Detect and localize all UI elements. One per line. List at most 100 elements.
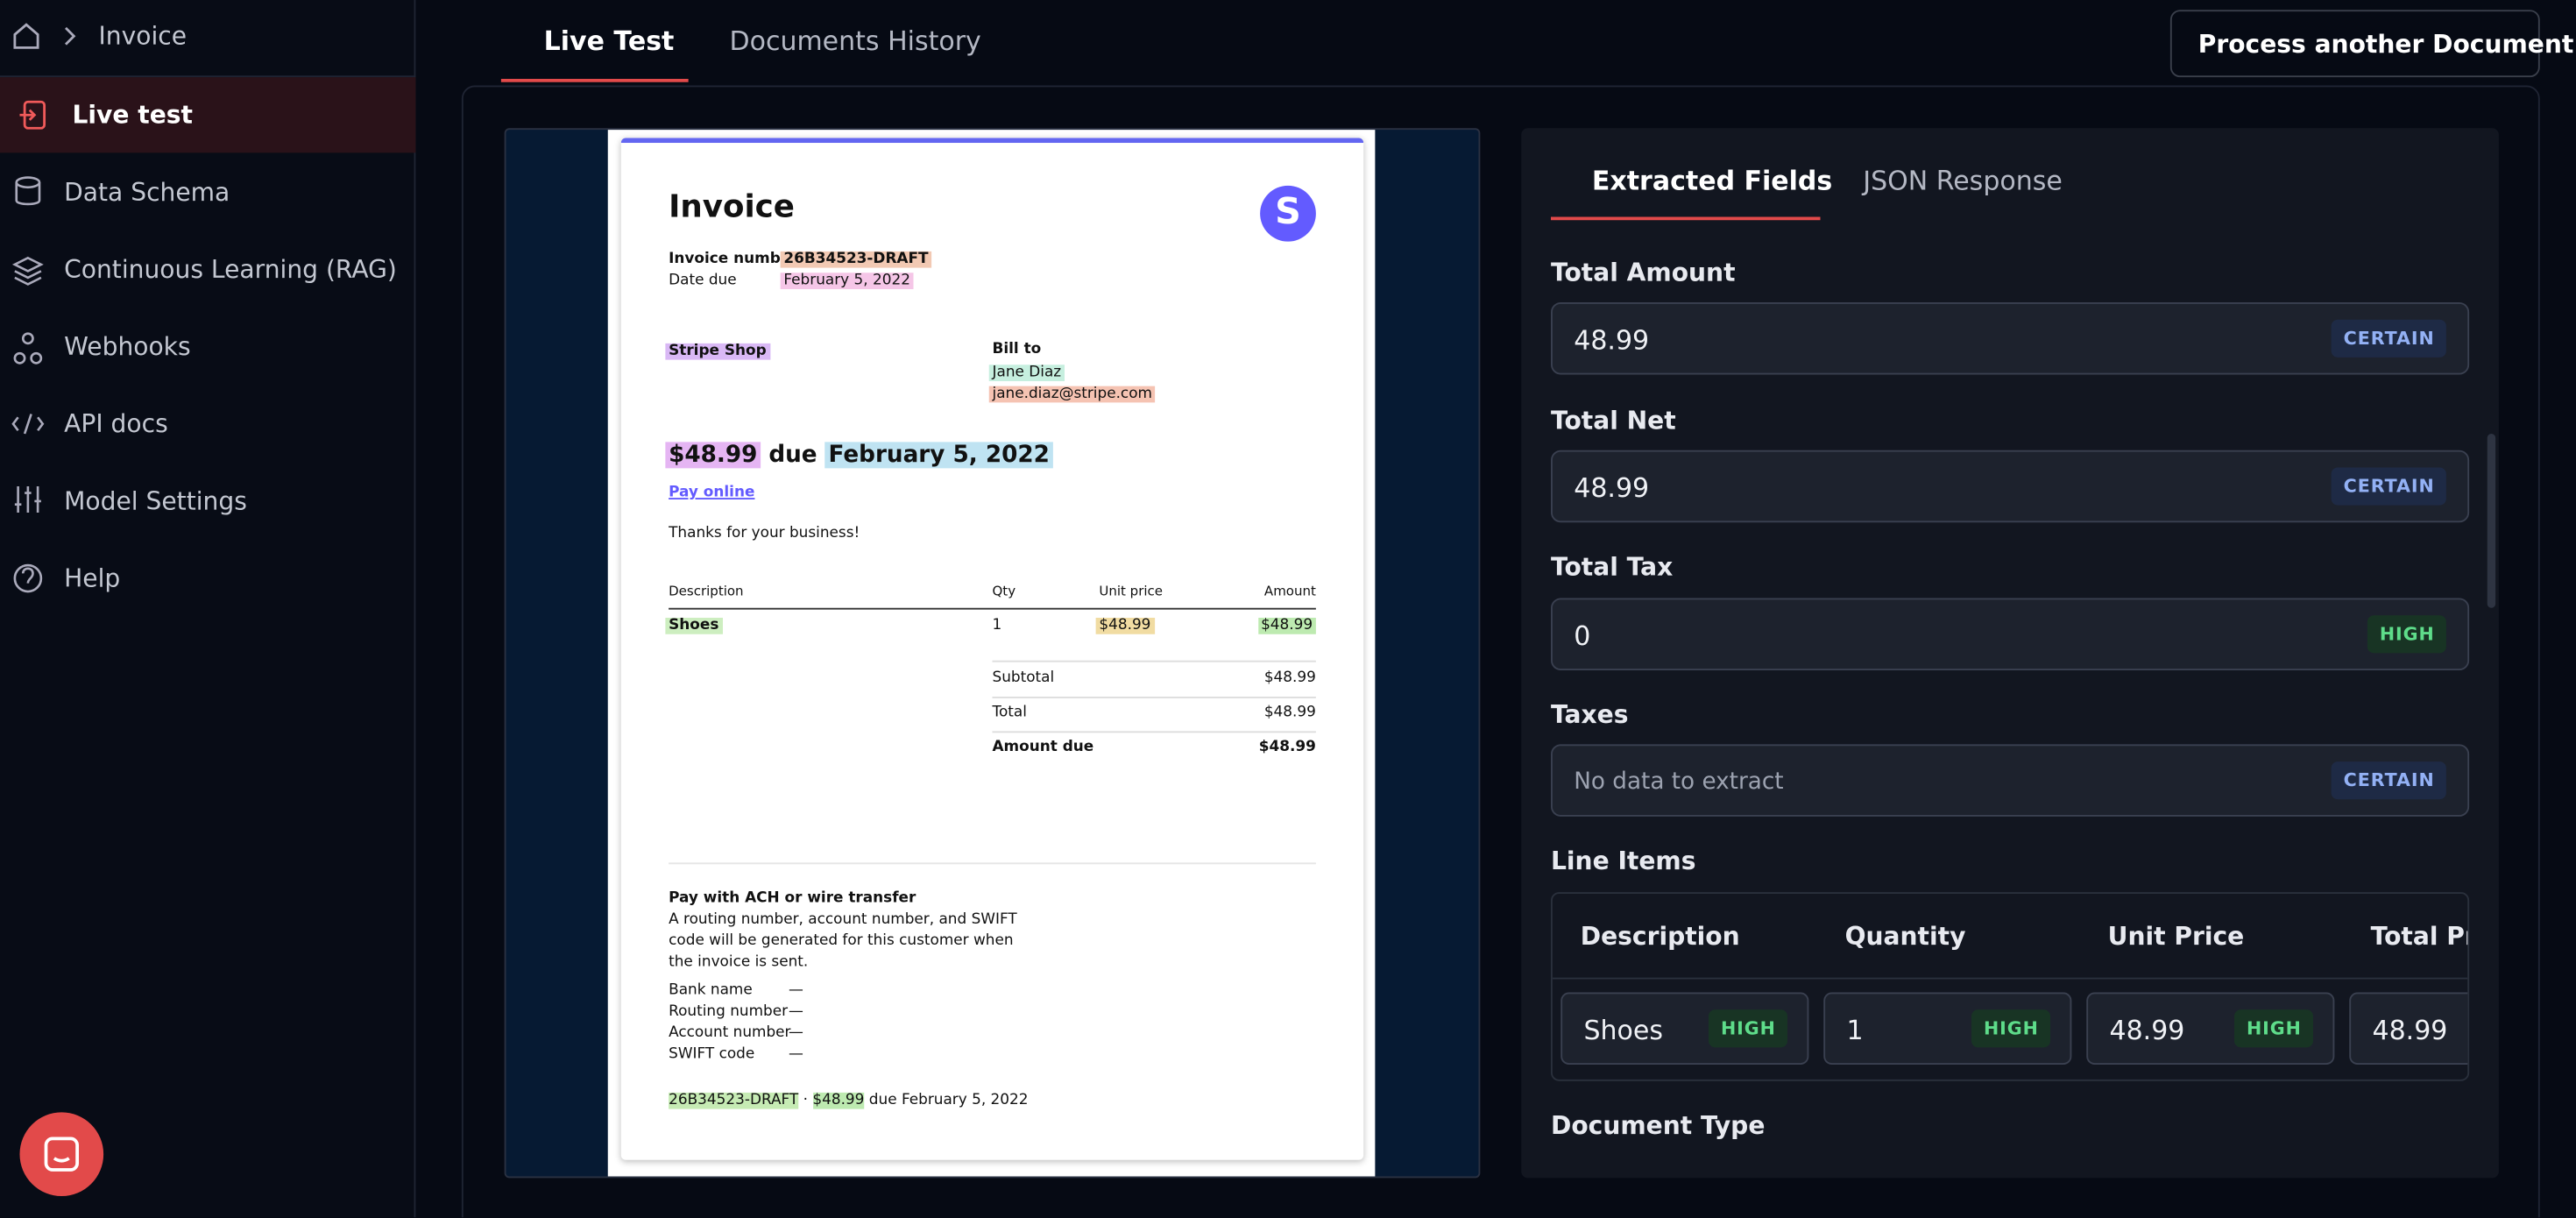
divider (0, 75, 416, 78)
doc-text: — (789, 1003, 803, 1021)
doc-highlight: $48.99 (1095, 618, 1155, 634)
nav-item[interactable]: Live test (72, 100, 193, 131)
doc-highlight: Jane Diaz (988, 365, 1065, 381)
confidence-badge: CERTAIN (2332, 467, 2446, 506)
doc-rule (992, 731, 1316, 733)
cell-value: Shoes (1583, 1014, 1663, 1046)
field-label: Document Type (1551, 1110, 1766, 1141)
doc-td: Subtotal (992, 670, 1055, 687)
doc-highlight: Stripe Shop (665, 343, 770, 360)
nav-item[interactable]: API docs (64, 408, 168, 439)
column-header: Total Price (2370, 921, 2468, 952)
field-box[interactable]: 48.99 CERTAIN (1551, 302, 2470, 375)
confidence-badge: CERTAIN (2332, 319, 2446, 358)
doc-label: Bill to (992, 342, 1042, 358)
panel-tab[interactable]: Extracted Fields (1591, 165, 1833, 197)
nav-item[interactable]: Model Settings (64, 486, 247, 516)
nav-active-bg (0, 77, 416, 153)
content (461, 85, 2540, 1218)
doc-rule (669, 862, 1316, 865)
nav-item[interactable]: Continuous Learning (RAG) (64, 254, 397, 285)
doc-highlight: $48.99 (812, 1092, 865, 1109)
doc-link[interactable]: Pay online (669, 485, 755, 501)
doc-text: due February 5, 2022 (864, 1092, 1029, 1109)
scrollbar[interactable] (2487, 434, 2496, 608)
doc-th: Description (669, 584, 744, 599)
nav-icon (19, 100, 46, 130)
cell[interactable]: 48.99 (2349, 992, 2468, 1065)
doc-td: $48.99 (1258, 739, 1316, 756)
field-value: 48.99 (1574, 324, 1650, 356)
doc-th: Amount (1263, 584, 1316, 599)
doc-highlight: 26B34523-DRAFT (780, 251, 932, 268)
doc-td: $48.99 (1263, 705, 1316, 722)
field-box[interactable]: 0 HIGH (1551, 598, 2470, 670)
tab[interactable]: Documents History (729, 25, 981, 57)
doc-highlight: $48.99 (665, 442, 761, 469)
doc-text: — (789, 982, 803, 999)
cell[interactable]: 48.99 HIGH (2086, 992, 2335, 1065)
nav-item[interactable]: Webhooks (64, 331, 191, 362)
confidence-badge: HIGH (1971, 1009, 2050, 1048)
field-value: 48.99 (1574, 472, 1650, 504)
panel-tab[interactable]: JSON Response (1863, 165, 2063, 197)
field-label: Total Tax (1551, 552, 1674, 582)
doc-th: Qty (992, 584, 1016, 599)
cell[interactable]: Shoes HIGH (1560, 992, 1809, 1065)
doc-highlight: February 5, 2022 (824, 442, 1053, 469)
field-box[interactable]: No data to extract CERTAIN (1551, 744, 2470, 817)
nav-item[interactable]: Data Schema (64, 177, 230, 208)
process-button[interactable] (2169, 10, 2540, 78)
doc-rule (992, 697, 1316, 698)
doc-label: Invoice number (669, 251, 798, 268)
doc-rule (669, 607, 1316, 610)
doc-td: Amount due (992, 739, 1094, 756)
tab-underline (500, 79, 689, 82)
doc-text: — (789, 1046, 803, 1064)
tab[interactable]: Live Test (543, 25, 675, 57)
field-label: Total Net (1551, 406, 1676, 436)
chat-button[interactable] (19, 1112, 104, 1196)
cell[interactable]: 1 HIGH (1823, 992, 2072, 1065)
chat-icon (44, 1137, 79, 1172)
button-label: Process another Document (2197, 29, 2574, 60)
doc-highlight: 26B34523-DRAFT (669, 1092, 799, 1109)
doc-label: Date due (669, 273, 737, 289)
cell-value: 48.99 (2109, 1014, 2185, 1046)
doc-td: 1 (992, 618, 1002, 634)
field-value: No data to extract (1574, 768, 1784, 796)
nav-icons (11, 176, 45, 593)
confidence-badge: HIGH (2234, 1009, 2313, 1048)
doc-td: $48.99 (1263, 670, 1316, 687)
doc-text: SWIFT code (669, 1046, 755, 1064)
nav-item[interactable]: Help (64, 563, 121, 593)
column-header: Quantity (1844, 921, 1966, 952)
doc-text: Thanks for your business! (669, 526, 860, 542)
doc-highlight: jane.diaz@stripe.com (988, 386, 1156, 403)
row-divider (1552, 977, 2468, 980)
breadcrumb[interactable]: Invoice (98, 21, 188, 52)
doc-text: due (768, 442, 817, 469)
confidence-badge: HIGH (2367, 615, 2446, 654)
home-icon[interactable] (11, 21, 41, 51)
confidence-badge: HIGH (1709, 1009, 1787, 1048)
sidebar (0, 0, 416, 1218)
doc-highlight: Shoes (665, 618, 723, 634)
doc-highlight: February 5, 2022 (780, 273, 914, 289)
cell-value: 48.99 (2372, 1014, 2448, 1046)
doc-text: code will be generated for this customer… (669, 933, 1014, 950)
doc-td: Total (992, 705, 1027, 722)
doc-text: Bank name (669, 982, 753, 999)
doc-footer: 26B34523-DRAFT · $48.99 due February 5, … (669, 1092, 1029, 1109)
doc-text: Pay with ACH or wire transfer (669, 890, 916, 907)
doc-text: the invoice is sent. (669, 954, 809, 972)
field-value: 0 (1574, 620, 1591, 652)
doc-highlight: $48.99 (1257, 618, 1316, 634)
field-label: Line Items (1551, 846, 1696, 876)
document-card (620, 138, 1364, 1160)
doc-headline: $48.99 due February 5, 2022 (665, 442, 1053, 469)
doc-text: A routing number, account number, and SW… (669, 911, 1017, 929)
doc-rule (992, 660, 1316, 662)
field-box[interactable]: 48.99 CERTAIN (1551, 450, 2470, 523)
